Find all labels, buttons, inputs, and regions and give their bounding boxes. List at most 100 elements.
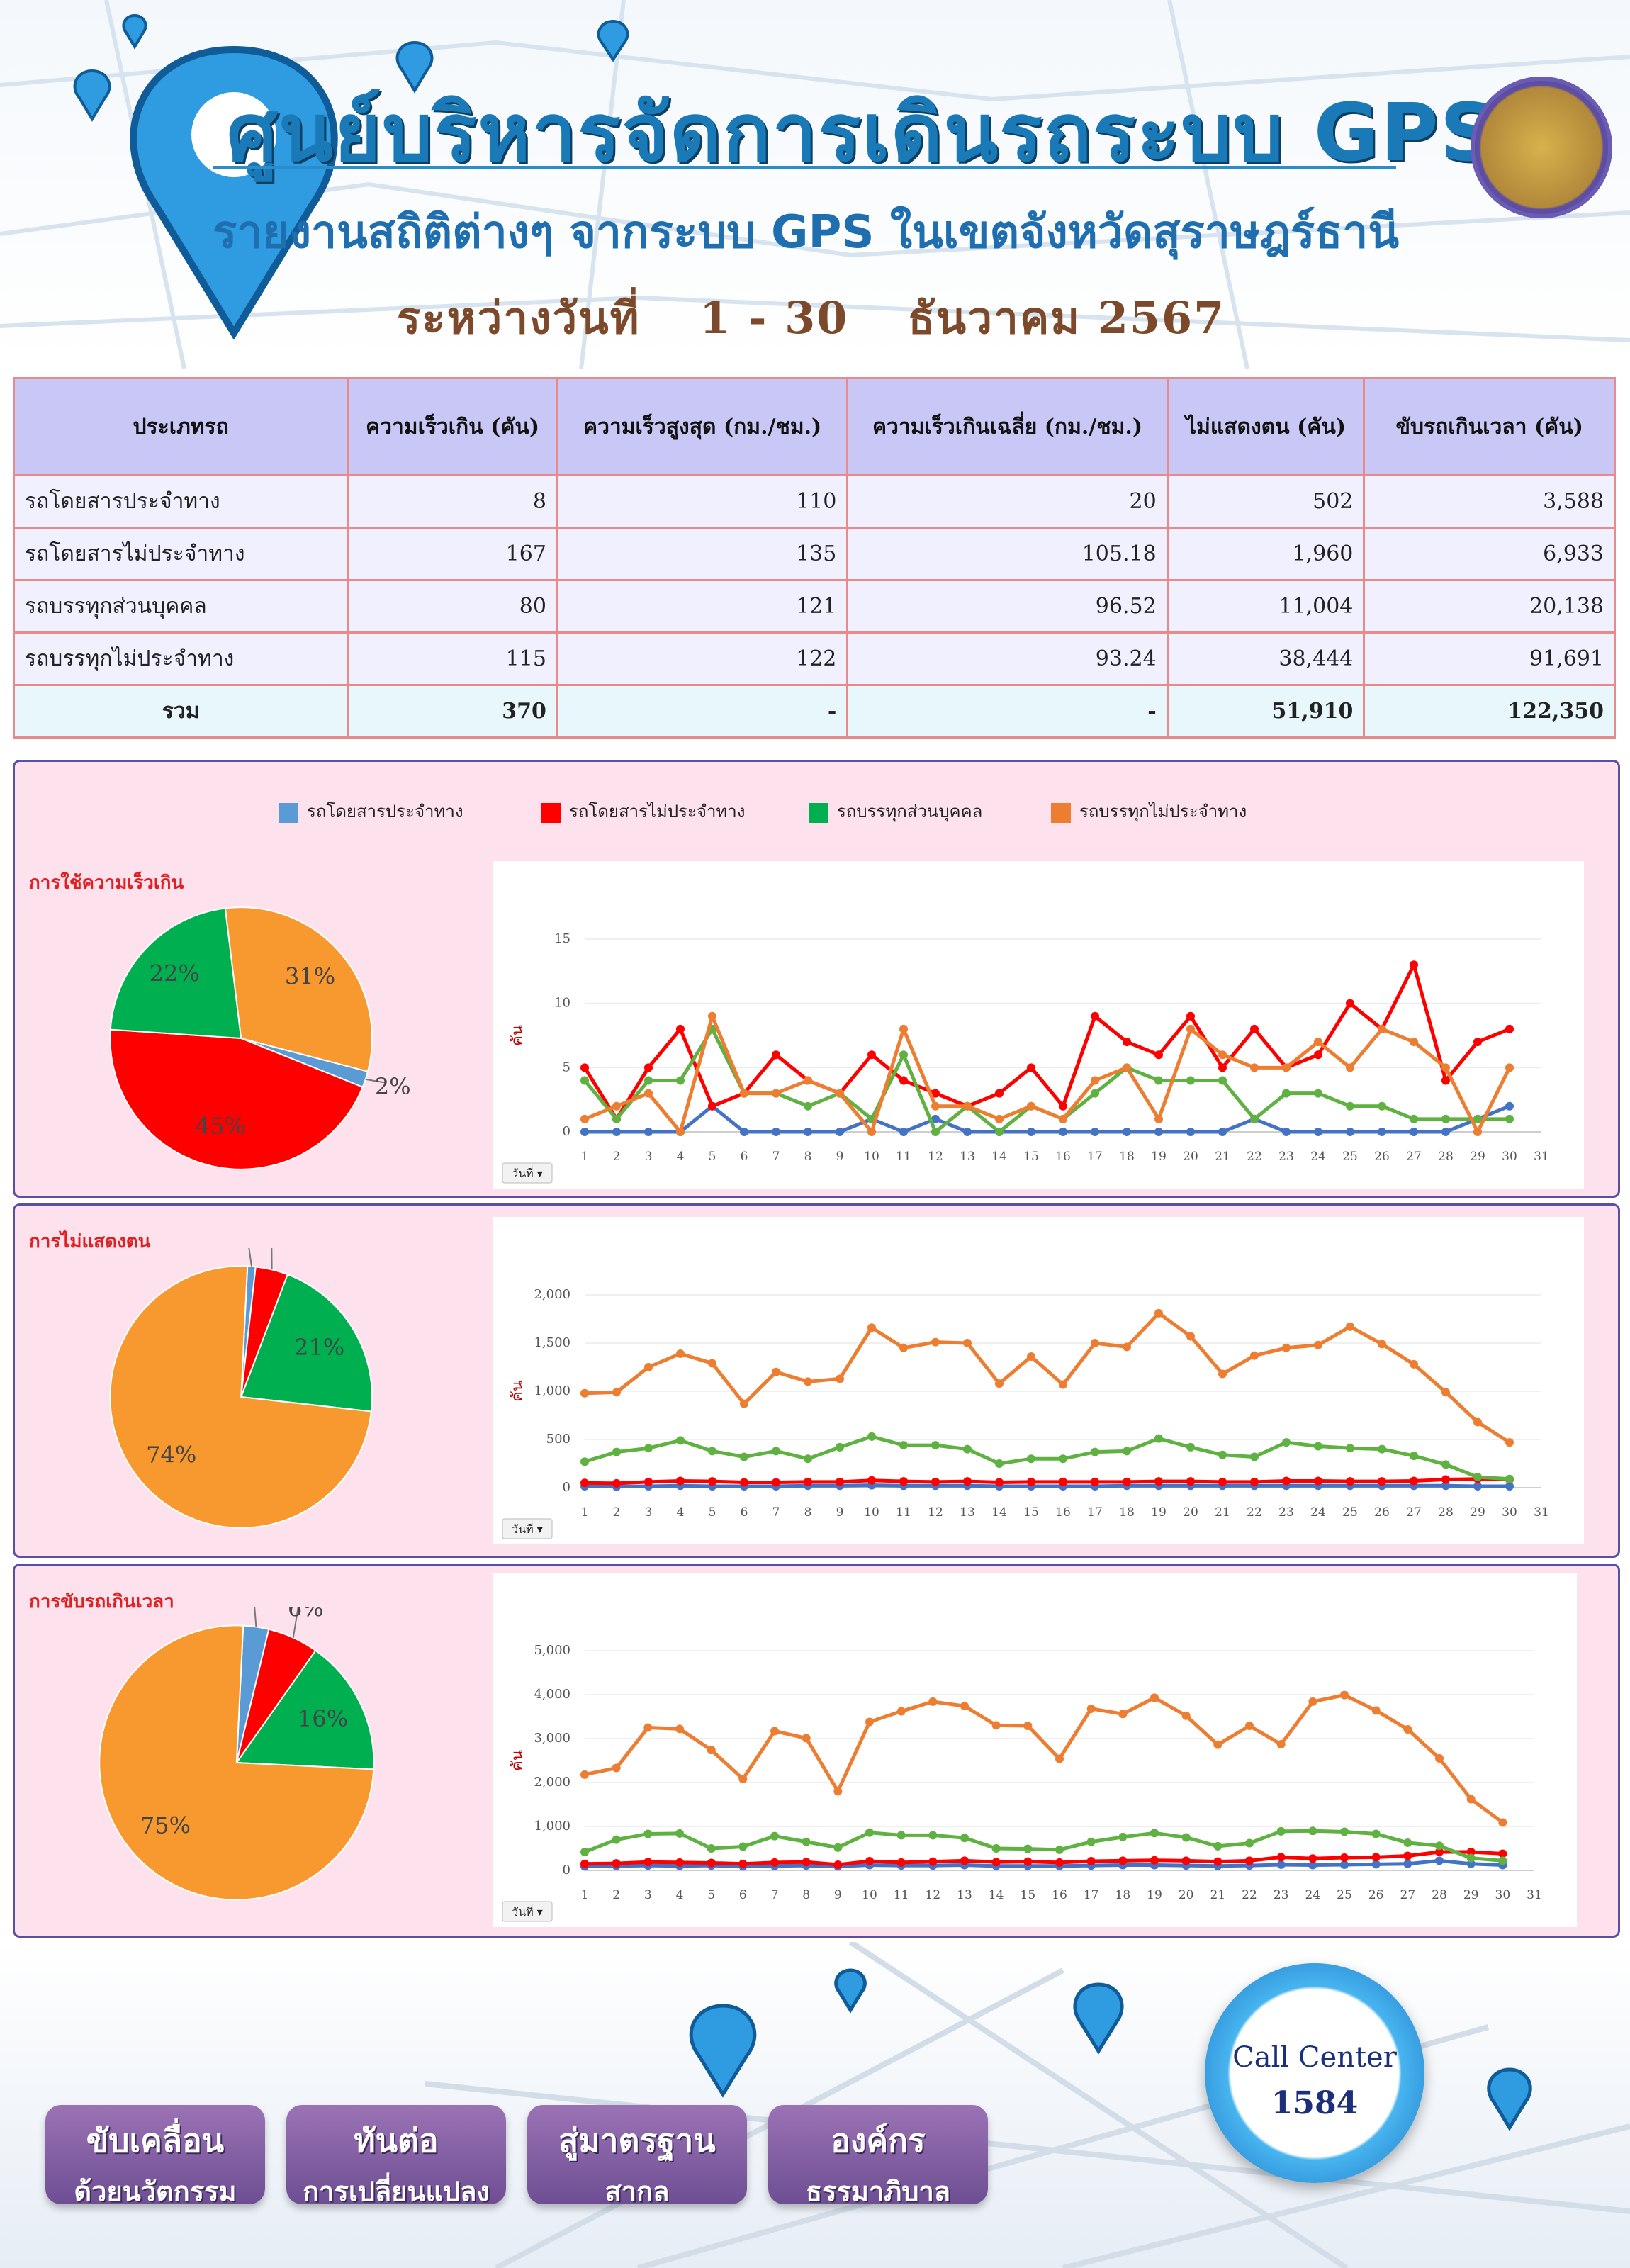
table-cell: 38,444 (1166, 631, 1366, 686)
y-tick-label: 0 (563, 1124, 570, 1139)
data-point (1154, 1076, 1163, 1085)
data-point (1059, 1114, 1067, 1123)
date-filter-button[interactable]: วันที่ ▾ (502, 1901, 553, 1922)
x-tick-label: 17 (1087, 1505, 1103, 1520)
y-tick-label: 4,000 (534, 1687, 570, 1702)
date-filter-box[interactable] (502, 1518, 553, 1539)
data-point (1123, 1063, 1131, 1072)
x-tick-label: 9 (836, 1505, 844, 1520)
data-point (865, 1828, 874, 1837)
table-cell: 20,138 (1363, 579, 1616, 634)
legend-swatch (279, 802, 298, 823)
data-point (1498, 1856, 1507, 1865)
x-tick-label: 25 (1337, 1888, 1352, 1902)
chart-legend: รถโดยสารประจำทาง รถโดยสารไม่ประจำทาง รถบ… (15, 797, 1618, 826)
pie-value-label: 22% (150, 960, 200, 987)
report-footer: ขับเคลื่อน ด้วยนวัตกรรม ทันต่อ การเปลี่ย… (0, 1942, 1630, 2268)
data-point (770, 1831, 779, 1841)
motto-badge: องค์กร ธรรมาภิบาล (768, 2105, 988, 2207)
x-tick-label: 9 (836, 1150, 844, 1164)
data-point (867, 1050, 876, 1060)
x-tick-label: 1 (581, 1150, 589, 1164)
data-point (1059, 1128, 1067, 1136)
y-tick-label: 1,000 (534, 1819, 570, 1834)
data-point (675, 1858, 684, 1867)
data-point (1308, 1826, 1317, 1836)
data-point (1186, 1477, 1195, 1486)
y-axis-label: คัน (509, 1750, 527, 1771)
data-point (1314, 1128, 1322, 1136)
x-tick-label: 29 (1463, 1888, 1479, 1902)
x-tick-label: 23 (1278, 1505, 1294, 1520)
date-filter-box[interactable] (502, 1901, 553, 1922)
date-filter-button[interactable]: วันที่ ▾ (502, 1518, 553, 1539)
data-point (1181, 1833, 1191, 1842)
data-point (899, 1050, 908, 1060)
total-cell: 122,350 (1363, 684, 1616, 739)
data-point (1314, 1340, 1322, 1349)
data-point (1282, 1128, 1291, 1136)
x-tick-label: 19 (1147, 1888, 1162, 1902)
data-point (1441, 1076, 1450, 1085)
date-filter-label[interactable]: วันที่ ▾ (512, 1165, 543, 1180)
column-header: ความเร็วเกิน (คัน) (347, 377, 558, 476)
series-line (584, 1483, 1510, 1489)
data-point (1378, 1444, 1386, 1454)
date-filter-button[interactable]: วันที่ ▾ (502, 1162, 553, 1184)
legend-item: รถบรรทุกส่วนบุคคล (809, 797, 982, 825)
data-point (675, 1829, 684, 1838)
data-point (1218, 1477, 1227, 1486)
data-point (836, 1128, 844, 1136)
x-tick-label: 19 (1151, 1505, 1167, 1520)
legend-label: รถบรรทุกส่วนบุคคล (837, 802, 983, 821)
table-cell: 80 (347, 579, 558, 634)
x-tick-label: 31 (1527, 1888, 1542, 1902)
data-point (991, 1721, 1001, 1730)
data-point (1282, 1438, 1291, 1447)
table-cell: 122 (556, 631, 849, 686)
motto-badge: สู่มาตรฐาน สากล (527, 2105, 747, 2207)
table-cell: 93.24 (846, 631, 1169, 686)
date-filter-label[interactable]: วันที่ ▾ (512, 1904, 543, 1919)
data-point (963, 1339, 972, 1347)
total-cell: - (556, 684, 849, 739)
data-point (1059, 1477, 1067, 1486)
y-axis-label: คัน (509, 1381, 527, 1402)
data-point (708, 1359, 716, 1368)
data-point (1250, 1024, 1259, 1033)
x-tick-label: 4 (677, 1505, 685, 1520)
data-point (1371, 1853, 1381, 1862)
data-point (1505, 1438, 1514, 1447)
series-line (584, 1693, 1504, 1824)
y-tick-label: 2,000 (534, 1775, 570, 1790)
data-point (867, 1128, 876, 1136)
data-point (1441, 1388, 1450, 1397)
data-point (836, 1374, 844, 1383)
data-point (931, 1337, 940, 1347)
date-filter-box[interactable] (502, 1162, 553, 1184)
x-tick-label: 15 (1023, 1150, 1039, 1164)
x-tick-label: 28 (1438, 1505, 1454, 1520)
x-tick-label: 20 (1179, 1888, 1194, 1902)
pie-value-label: 3% (242, 1607, 279, 1609)
data-point (1403, 1838, 1412, 1847)
x-tick-label: 26 (1368, 1888, 1384, 1902)
table-row: รถโดยสารไม่ประจำทาง 167 135 105.18 1,960… (12, 527, 1616, 581)
table-cell: 96.52 (846, 579, 1169, 634)
date-filter-label[interactable]: วันที่ ▾ (512, 1521, 543, 1536)
pie-value-label: 16% (298, 1705, 348, 1732)
x-tick-label: 17 (1084, 1888, 1099, 1902)
series-line (583, 962, 1510, 1121)
pie-chart: 1%4% 21% 74% (57, 1248, 440, 1546)
data-point (1250, 1063, 1259, 1072)
data-point (612, 1114, 621, 1123)
data-point (707, 1746, 716, 1755)
pie-svg: 2% 45% 22% 31% (109, 906, 411, 1170)
data-point (676, 1476, 685, 1486)
data-point (1154, 1128, 1163, 1136)
data-point (1123, 1477, 1131, 1486)
data-point (612, 1835, 621, 1844)
data-point (1250, 1477, 1259, 1486)
data-point (707, 1858, 716, 1868)
x-tick-label: 3 (644, 1888, 652, 1902)
